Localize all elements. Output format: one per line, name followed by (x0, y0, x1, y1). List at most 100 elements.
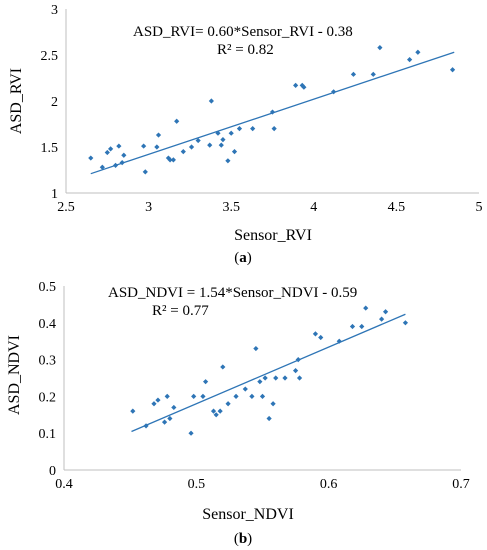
data-points (88, 45, 456, 175)
data-point (242, 386, 248, 392)
data-point (167, 415, 173, 422)
data-point (161, 419, 168, 425)
plot-area: 0.4 0.5 0.6 0.7 0 0.1 0.2 0.3 0.4 0.5 (39, 280, 470, 492)
data-point (195, 137, 201, 144)
data-point (318, 334, 324, 341)
y-tick-label: 3 (51, 3, 58, 18)
x-axis-title: Sensor_NDVI (202, 506, 294, 523)
y-tick-label: 0.3 (39, 354, 57, 369)
data-point (188, 430, 194, 436)
data-point (225, 401, 231, 407)
data-point (228, 130, 234, 136)
chart-a-rvi: 2.5 3 3.5 4 4.5 5 1 1.5 2 2.5 3 ASD_RVI= 0.60*Sen… (8, 3, 483, 266)
data-point (171, 404, 177, 411)
data-point (257, 379, 263, 385)
data-point (99, 164, 105, 170)
data-point (301, 84, 307, 90)
y-tick-labels: 1 1.5 2 2.5 3 (41, 3, 59, 202)
trend-line (90, 51, 455, 175)
data-point (217, 408, 223, 414)
data-point (359, 323, 365, 330)
data-point (292, 368, 299, 374)
data-point (299, 82, 305, 88)
r-squared-label: R² = 0.77 (152, 303, 209, 319)
y-tick-label: 1.5 (41, 141, 59, 156)
data-point (104, 149, 110, 156)
data-point (262, 375, 268, 381)
data-point (167, 157, 173, 163)
data-point (379, 316, 385, 322)
x-tick-labels: 0.4 0.5 0.6 0.7 (55, 477, 470, 492)
data-point (382, 309, 389, 315)
data-point (336, 338, 342, 344)
data-point (270, 401, 276, 407)
data-point (271, 126, 277, 132)
data-point (250, 126, 256, 132)
y-tick-label: 0.1 (39, 427, 57, 442)
y-tick-labels: 0 0.1 0.2 0.3 0.4 0.5 (39, 280, 57, 479)
chart-b-ndvi: 0.4 0.5 0.6 0.7 0 0.1 0.2 0.3 0.4 0.5 ASD_NDVI =… (6, 280, 470, 547)
data-point (151, 401, 157, 407)
data-point (188, 144, 195, 150)
data-point (155, 397, 161, 403)
y-axis-title: ASD_NDVI (6, 335, 23, 415)
figure-caption-b: (b) (234, 531, 252, 547)
data-point (253, 345, 259, 352)
y-tick-label: 2.5 (41, 49, 59, 64)
data-point (155, 132, 162, 138)
data-point (200, 393, 206, 399)
data-point (350, 71, 357, 77)
data-point (449, 67, 456, 73)
data-point (331, 89, 337, 95)
data-point (312, 331, 319, 337)
data-point (220, 364, 226, 370)
y-tick-label: 0 (49, 464, 56, 479)
x-tick-label: 0.6 (320, 477, 338, 492)
data-point (266, 415, 272, 422)
data-point (88, 155, 94, 161)
x-tick-label: 4 (310, 200, 317, 215)
regression-equation: ASD_NDVI = 1.54*Sensor_NDVI - 0.59 (108, 285, 357, 301)
data-point (407, 57, 413, 63)
y-tick-label: 0.4 (39, 317, 57, 332)
x-tick-label: 0.7 (452, 477, 470, 492)
y-tick-label: 2 (51, 95, 58, 110)
data-point (207, 142, 213, 148)
data-point (213, 412, 219, 418)
trend-line (131, 313, 406, 433)
data-point (293, 82, 299, 88)
x-tick-label: 0.5 (188, 477, 206, 492)
data-point (121, 152, 127, 158)
data-point (370, 71, 376, 77)
y-axis-title: ASD_RVI (8, 68, 25, 134)
data-point (296, 375, 303, 381)
data-point (142, 169, 148, 175)
r-squared-label: R² = 0.82 (217, 42, 274, 58)
x-tick-label: 3.5 (222, 200, 240, 215)
data-point (225, 158, 231, 164)
data-point (210, 408, 217, 414)
data-point (208, 98, 214, 104)
data-point (218, 142, 224, 148)
x-axis-title: Sensor_RVI (234, 227, 312, 244)
data-point (259, 393, 266, 399)
data-point (415, 49, 421, 55)
data-point (231, 149, 238, 155)
data-point (202, 379, 209, 385)
y-tick-label: 0.2 (39, 390, 57, 405)
data-point (191, 393, 197, 399)
y-tick-label: 0.5 (39, 280, 57, 295)
x-tick-label: 0.4 (55, 477, 73, 492)
regression-equation: ASD_RVI= 0.60*Sensor_RVI - 0.38 (133, 24, 353, 40)
x-tick-labels: 2.5 3 3.5 4 4.5 5 (57, 200, 482, 215)
x-tick-label: 4.5 (388, 200, 406, 215)
data-point (180, 149, 186, 155)
data-point (141, 143, 147, 149)
data-point (164, 393, 170, 399)
plot-area: 2.5 3 3.5 4 4.5 5 1 1.5 2 2.5 3 (41, 3, 483, 215)
data-point (170, 157, 176, 163)
data-point (236, 126, 243, 132)
data-point (108, 146, 114, 152)
data-point (349, 323, 356, 330)
y-tick-label: 1 (51, 187, 58, 202)
